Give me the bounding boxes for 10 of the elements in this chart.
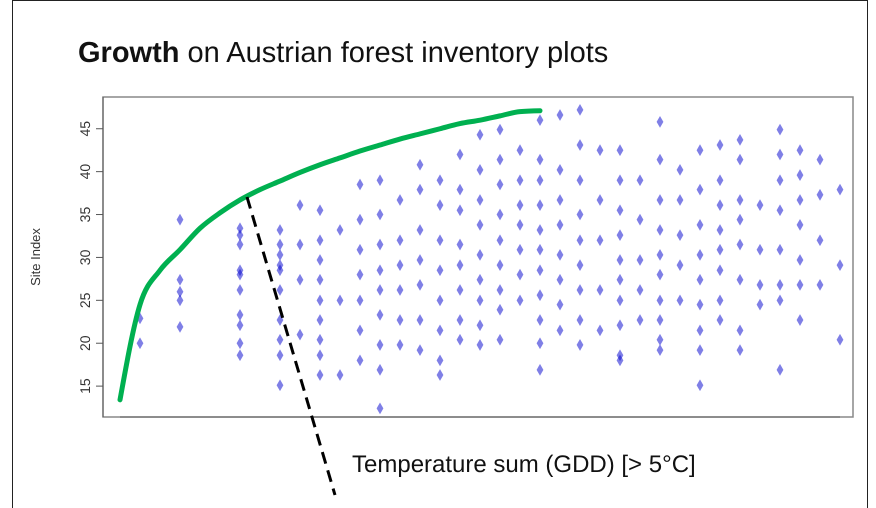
y-axis-title: Site Index [28, 228, 43, 286]
y-tick-label: 40 [76, 164, 93, 180]
y-tick-label: 45 [76, 120, 93, 137]
y-tick-label: 15 [76, 378, 93, 394]
y-tick-label: 30 [76, 249, 93, 266]
y-tick-label: 35 [76, 206, 93, 222]
x-axis-title: Temperature sum (GDD) [> 5°C] [352, 451, 696, 478]
chart-title: Growth on Austrian forest inventory plots [78, 37, 608, 69]
y-tick-label: 25 [76, 292, 93, 308]
y-tick-label: 20 [76, 335, 93, 352]
